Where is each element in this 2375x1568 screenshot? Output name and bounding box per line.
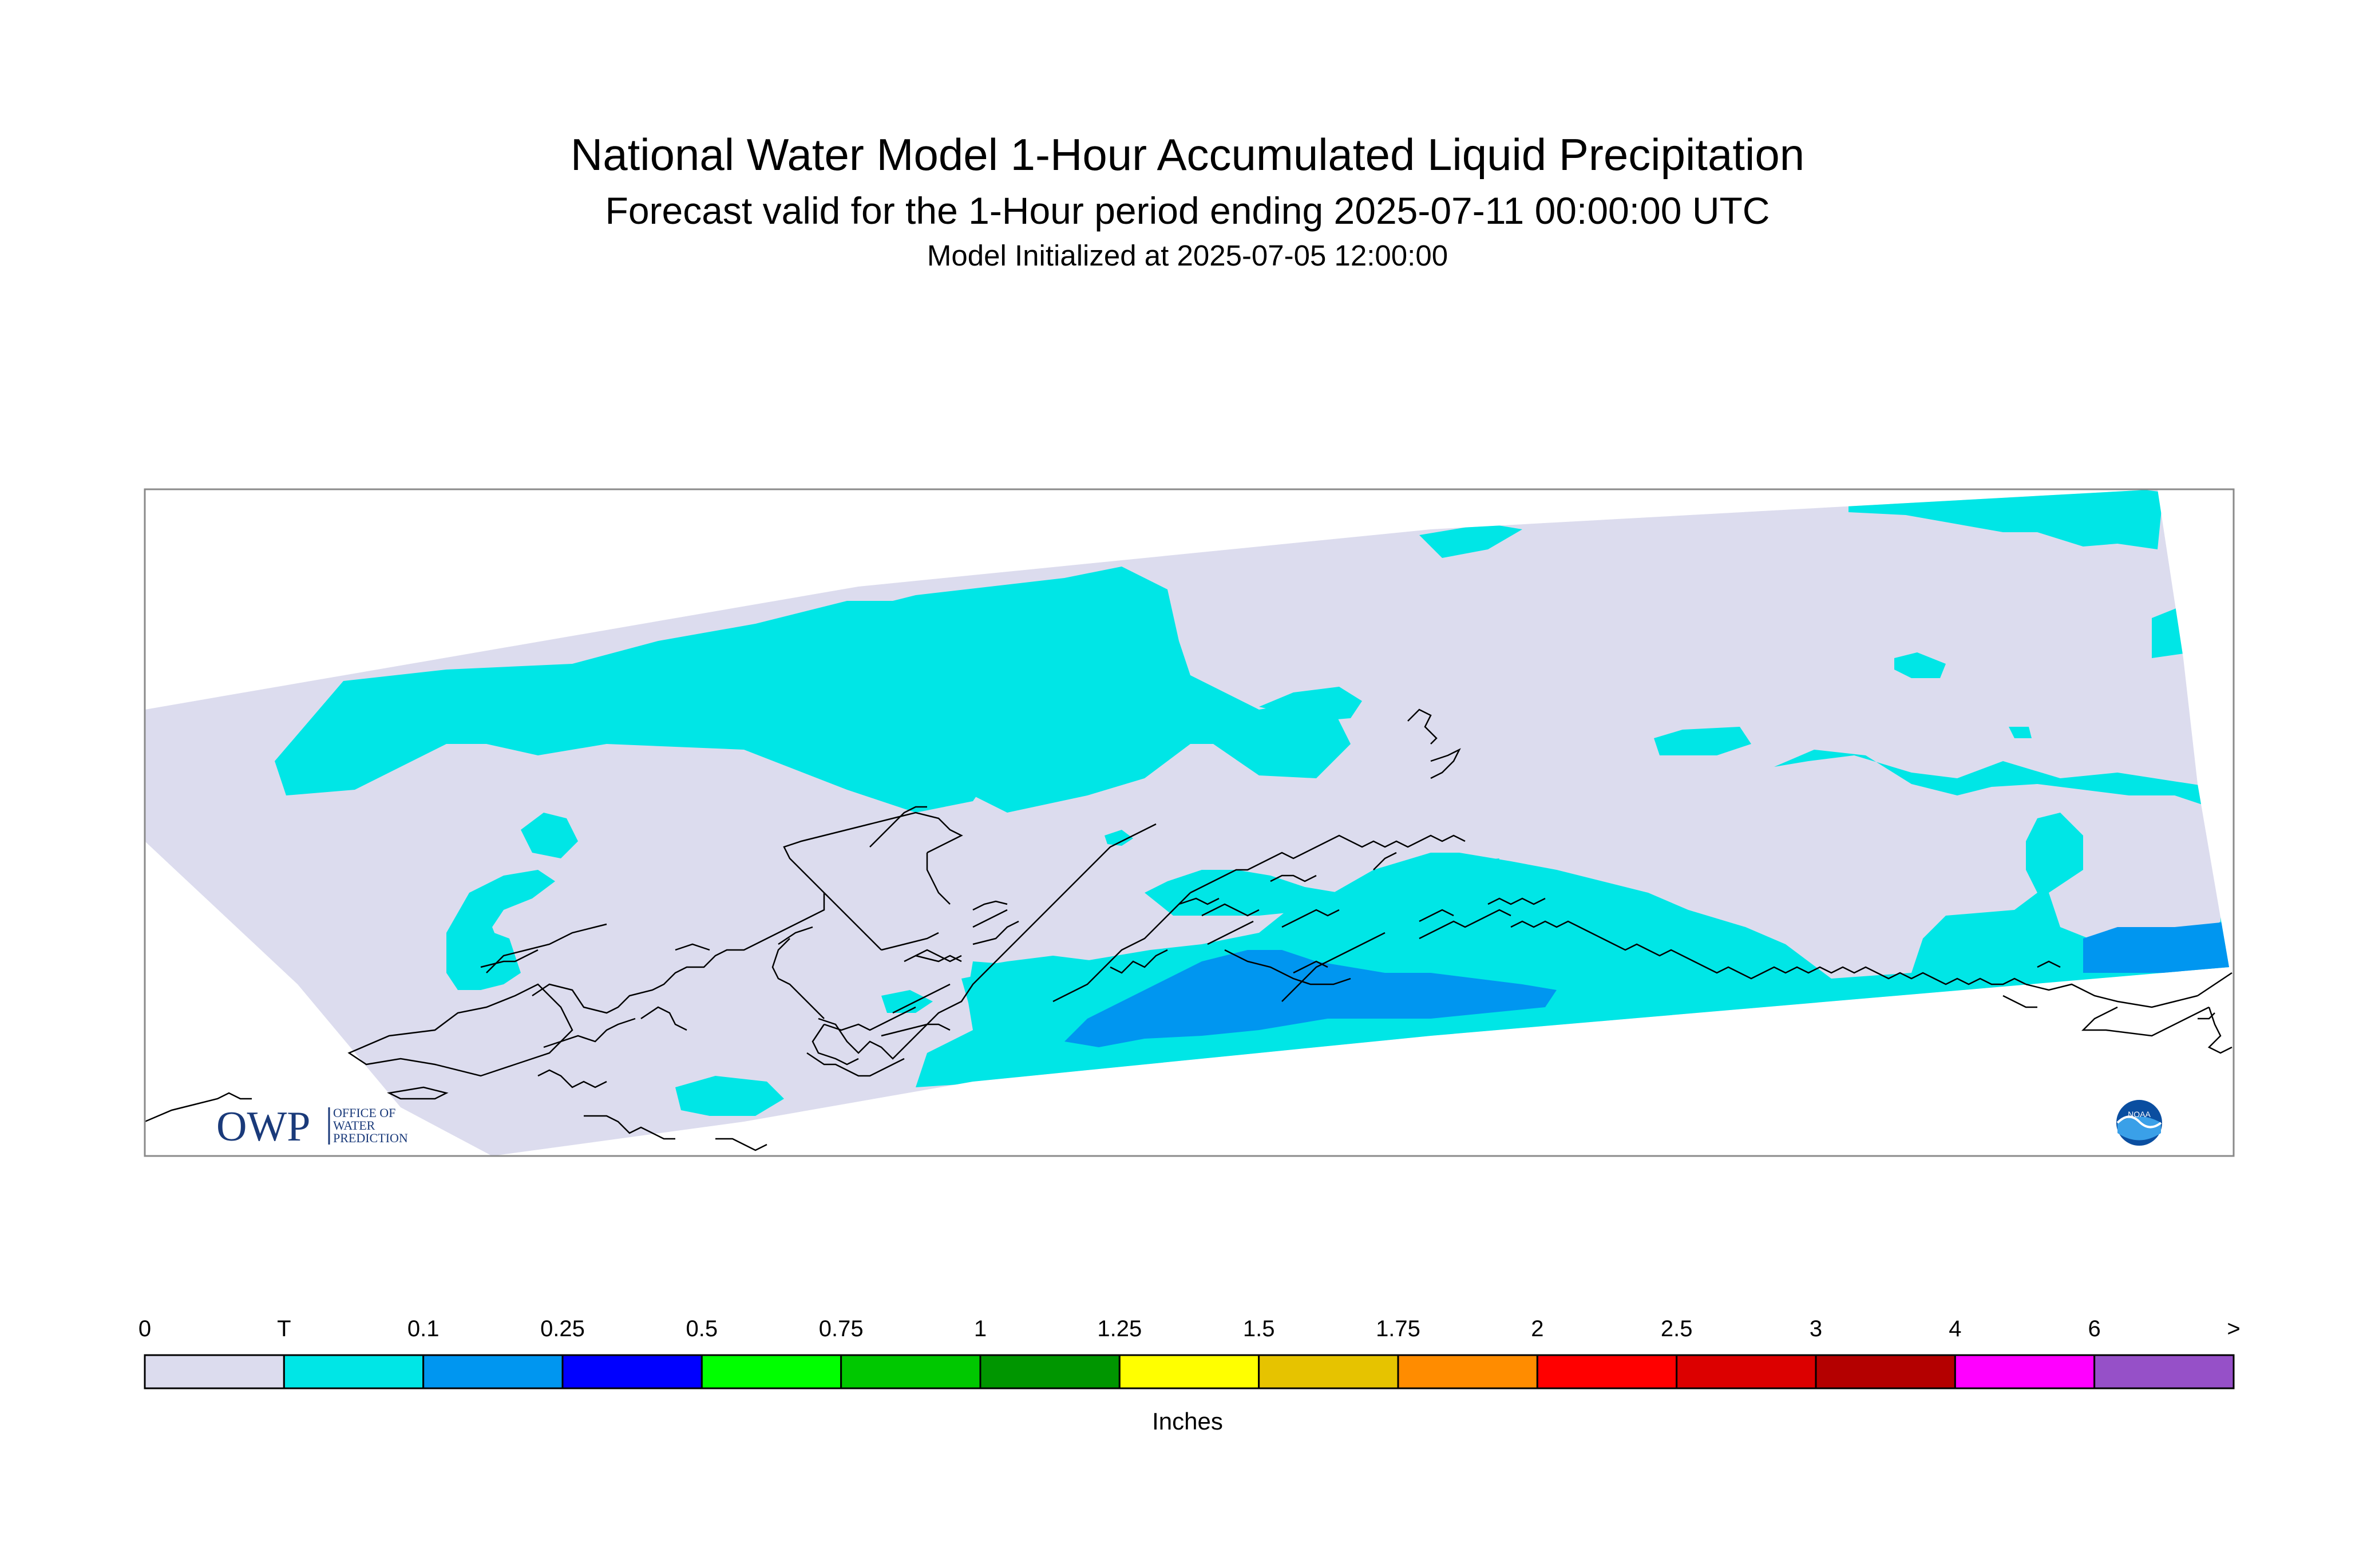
owp-line3: PREDICTION xyxy=(333,1131,408,1145)
map-title: National Water Model 1-Hour Accumulated … xyxy=(570,129,1805,180)
model-init-subtitle: Model Initialized at 2025-07-05 12:00:00 xyxy=(927,239,1448,272)
legend-swatch xyxy=(2093,1354,2235,1389)
legend-tick-label: 1.25 xyxy=(1097,1316,1142,1341)
coastline xyxy=(145,708,2232,1151)
legend-swatch xyxy=(1536,1354,1678,1389)
owp-logo: OWP OFFICE OF WATER PREDICTION xyxy=(216,1103,408,1150)
light-precip-areas xyxy=(1064,921,2229,1047)
legend-swatch xyxy=(144,1354,285,1389)
legend-tick-label: 0.75 xyxy=(819,1316,864,1341)
legend-swatch xyxy=(422,1354,564,1389)
legend-tick-label: 0 xyxy=(138,1316,151,1341)
legend-tick-label: 3 xyxy=(1810,1316,1822,1341)
legend-tick-label: 1.5 xyxy=(1243,1316,1275,1341)
legend-swatch xyxy=(979,1354,1121,1389)
legend-tick-label: 1.75 xyxy=(1376,1316,1420,1341)
legend-swatch xyxy=(1397,1354,1538,1389)
owp-mark: OWP xyxy=(216,1103,310,1150)
legend-tick-label: 4 xyxy=(1949,1316,1961,1341)
legend-tick-label: 6 xyxy=(2088,1316,2101,1341)
legend-tick-label: 1 xyxy=(974,1316,987,1341)
legend-swatch xyxy=(1118,1354,1260,1389)
legend-tick-label: 2 xyxy=(1531,1316,1543,1341)
legend-swatch xyxy=(840,1354,981,1389)
forecast-valid-subtitle: Forecast valid for the 1-Hour period end… xyxy=(605,189,1770,232)
legend-swatch xyxy=(700,1354,842,1389)
legend-swatch xyxy=(1815,1354,1956,1389)
legend-tick-label: > xyxy=(2227,1316,2240,1341)
legend-tick-label: T xyxy=(277,1316,291,1341)
legend-swatch xyxy=(1954,1354,2096,1389)
noaa-text: NOAA xyxy=(2128,1110,2151,1119)
legend-swatch xyxy=(283,1354,425,1389)
legend-tick-label: 2.5 xyxy=(1661,1316,1693,1341)
legend-tick-label: 0.25 xyxy=(540,1316,585,1341)
legend-swatch xyxy=(1258,1354,1399,1389)
map-frame xyxy=(144,488,2235,1157)
noaa-seal-icon: NOAA xyxy=(2114,1098,2164,1148)
legend-swatch xyxy=(1676,1354,1817,1389)
legend-units-label: Inches xyxy=(1152,1408,1223,1435)
owp-line2: WATER xyxy=(333,1118,375,1133)
owp-line1: OFFICE OF xyxy=(333,1106,395,1120)
legend-tick-label: 0.1 xyxy=(407,1316,440,1341)
legend-tick-label: 0.5 xyxy=(686,1316,718,1341)
legend-swatch xyxy=(561,1354,703,1389)
